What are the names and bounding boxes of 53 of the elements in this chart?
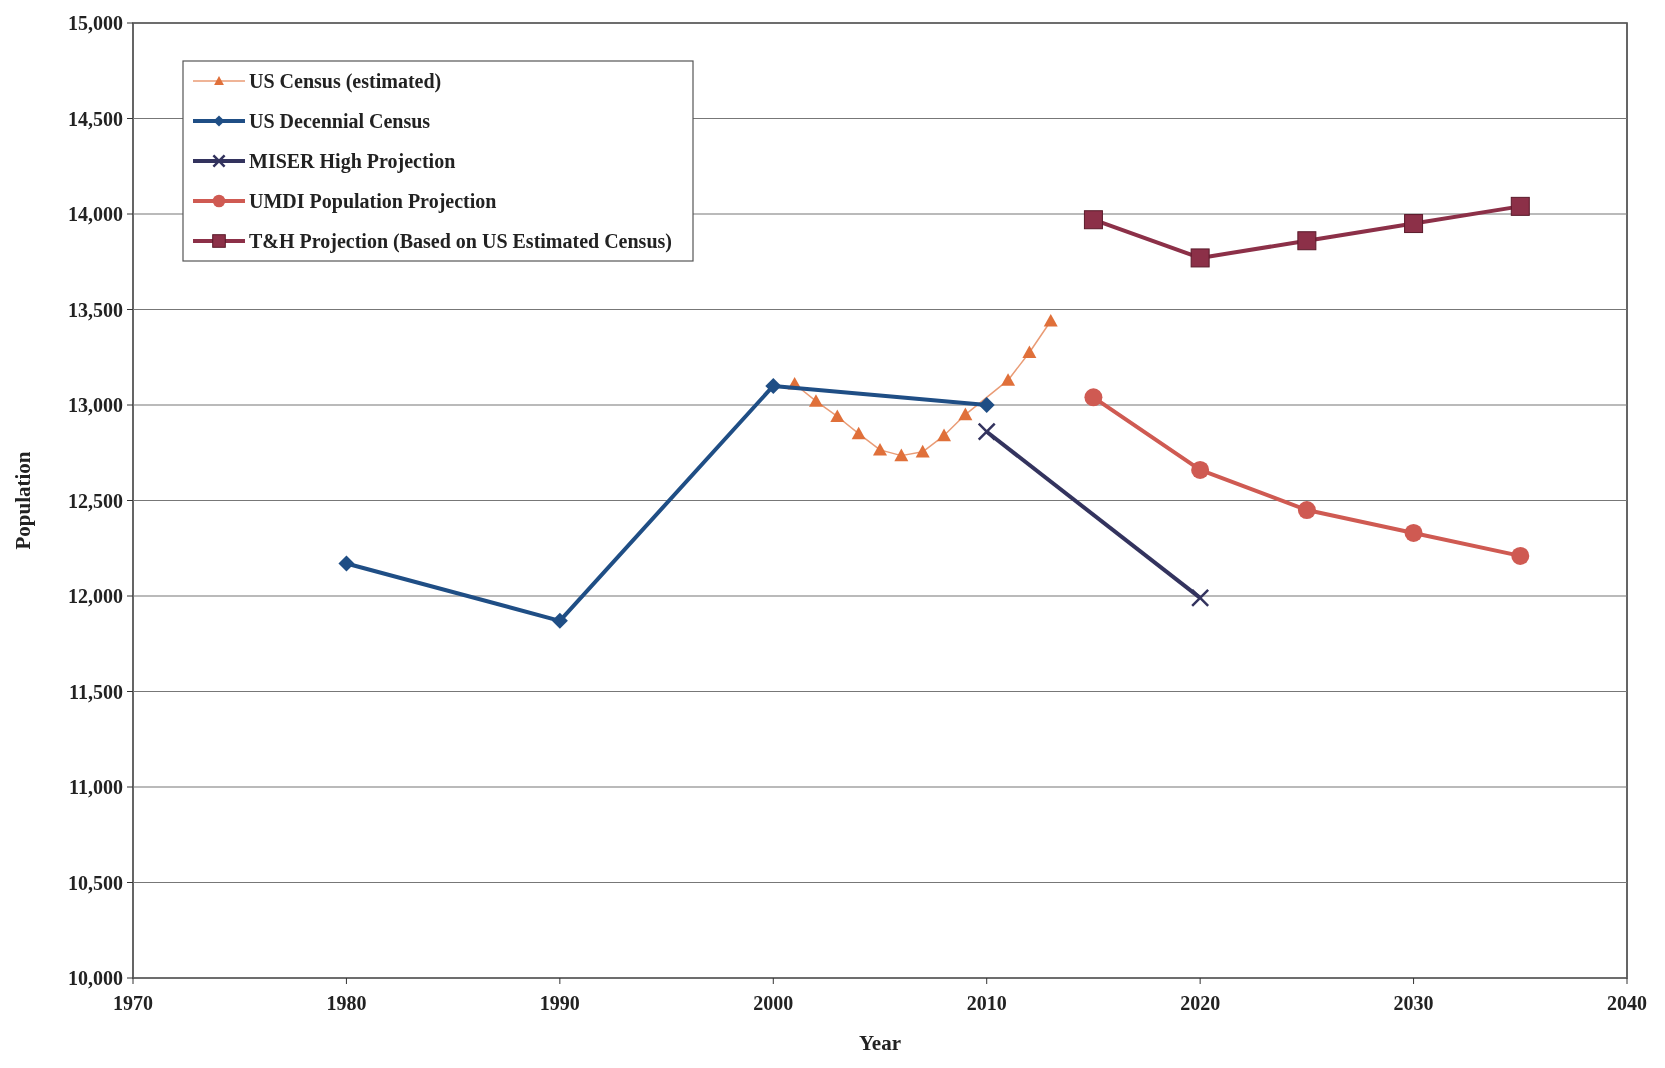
x-tick-label: 1980 xyxy=(326,992,367,1014)
point xyxy=(958,407,973,421)
x-tick-label: 2030 xyxy=(1393,992,1434,1014)
point xyxy=(1190,248,1210,268)
point xyxy=(1191,460,1210,479)
x-axis-title: Year xyxy=(859,1031,901,1055)
point xyxy=(1511,546,1530,565)
point xyxy=(1510,196,1530,216)
point xyxy=(1001,373,1016,386)
point xyxy=(830,409,845,423)
point xyxy=(1083,210,1103,230)
legend-label: US Decennial Census xyxy=(249,110,431,132)
point xyxy=(551,612,568,629)
point xyxy=(937,428,952,442)
y-tick-label: 15,000 xyxy=(68,12,123,34)
point xyxy=(978,397,995,413)
point xyxy=(873,442,887,456)
point xyxy=(765,377,782,394)
y-tick-label: 11,500 xyxy=(69,680,123,703)
point xyxy=(1190,588,1210,608)
point xyxy=(915,444,930,458)
y-tick-label: 11,000 xyxy=(69,776,123,798)
point xyxy=(808,394,823,407)
x-tick-label: 1970 xyxy=(113,992,153,1014)
y-tick-label: 14,000 xyxy=(68,203,123,225)
x-tick-label: 2040 xyxy=(1607,992,1647,1014)
y-axis-title: Population xyxy=(11,451,35,550)
x-tick-label: 2010 xyxy=(966,992,1007,1014)
y-tick-label: 13,000 xyxy=(68,394,123,416)
x-tick-label: 1990 xyxy=(539,992,580,1014)
point xyxy=(1297,231,1317,251)
y-tick-label: 13,500 xyxy=(68,298,123,321)
y-tick-label: 10,000 xyxy=(68,967,123,989)
x-tick-label: 2000 xyxy=(753,992,794,1014)
point xyxy=(851,426,866,440)
legend-label: MISER High Projection xyxy=(249,150,456,173)
legend-label: T&H Projection (Based on US Estimated Census) xyxy=(249,230,672,253)
point xyxy=(1043,313,1058,327)
point xyxy=(1404,523,1423,542)
y-tick-label: 12,500 xyxy=(68,489,123,512)
x-tick-label: 2020 xyxy=(1180,992,1221,1014)
point xyxy=(1084,388,1103,407)
point xyxy=(1404,214,1424,234)
point xyxy=(338,555,355,572)
y-tick-label: 10,500 xyxy=(68,871,123,894)
point xyxy=(1297,501,1316,520)
point xyxy=(977,422,996,441)
point xyxy=(1022,345,1037,359)
point xyxy=(894,448,909,462)
y-tick-label: 12,000 xyxy=(68,585,123,607)
legend-label: US Census (estimated) xyxy=(249,70,442,93)
y-tick-label: 14,500 xyxy=(68,107,123,130)
legend-label: UMDI Population Projection xyxy=(249,190,497,213)
